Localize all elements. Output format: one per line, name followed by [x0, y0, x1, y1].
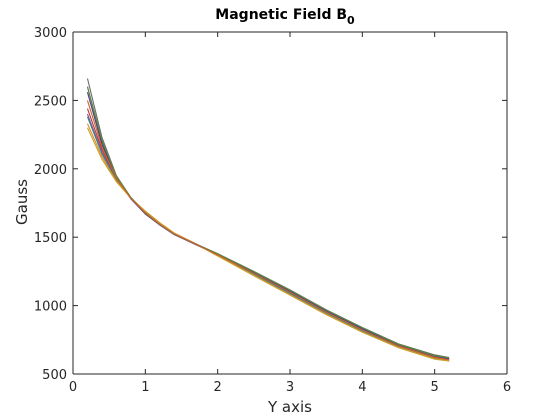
series-group	[86, 78, 450, 362]
y-tick-label: 2000	[34, 163, 67, 178]
chart-title: Magnetic Field B0	[215, 7, 355, 27]
chart-title-text: Magnetic Field B	[215, 7, 347, 23]
chart-title-subscript: 0	[347, 14, 355, 27]
x-tick-label: 6	[503, 380, 511, 395]
x-tick-label: 1	[141, 380, 149, 395]
series-line-10	[86, 100, 450, 361]
y-tick-label: 500	[42, 368, 67, 383]
y-tick-label: 1000	[34, 300, 67, 315]
plot-area	[73, 32, 507, 374]
series-line-9	[86, 86, 450, 359]
plot-background	[73, 32, 507, 374]
y-tick-label: 3000	[34, 26, 67, 41]
y-tick-label: 1500	[34, 231, 67, 246]
x-tick-label: 5	[431, 380, 439, 395]
x-tick-label: 0	[69, 380, 77, 395]
axes: 0 1 2 3 4 5 6 500 1000 1500 2000 2500 3000	[34, 26, 511, 395]
y-axis-title: Gauss	[13, 179, 31, 225]
y-tick-label: 2500	[34, 94, 67, 109]
x-tick-label: 4	[358, 380, 366, 395]
x-tick-label: 2	[214, 380, 222, 395]
x-tick-label: 3	[286, 380, 294, 395]
x-axis-title: Y axis	[267, 398, 312, 416]
